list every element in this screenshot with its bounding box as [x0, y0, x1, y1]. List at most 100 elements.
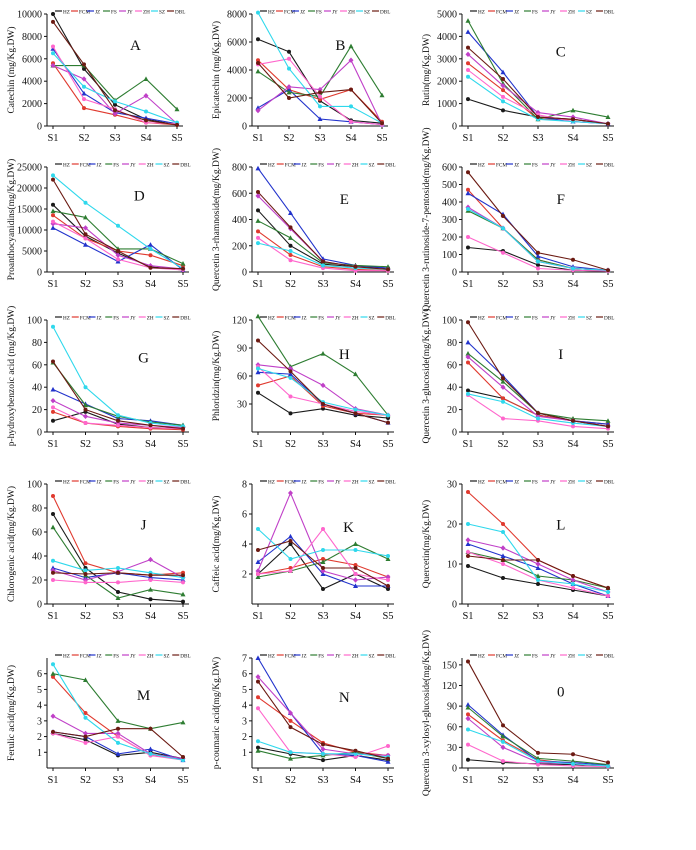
x-tick-label: S4 — [567, 611, 579, 622]
y-tick-label: 15000 — [17, 205, 42, 216]
data-point — [288, 394, 293, 399]
data-point — [255, 218, 261, 223]
data-point — [256, 229, 260, 234]
legend-label: FCM — [496, 162, 507, 168]
data-point — [500, 545, 506, 551]
legend-label: JY — [550, 653, 556, 659]
data-point — [255, 655, 261, 660]
data-point — [466, 522, 470, 526]
x-tick-label: S3 — [317, 611, 328, 622]
data-point — [51, 409, 55, 414]
data-point — [181, 755, 185, 759]
data-point — [113, 102, 117, 107]
data-point — [50, 671, 56, 676]
y-axis-label: Ferulic acid(mg/Kg.DW) — [6, 665, 17, 761]
data-point — [256, 390, 260, 395]
data-point — [256, 745, 260, 750]
y-axis-label: Quercetin 3-glucoside(mg/Kg.DW) — [421, 308, 432, 443]
data-point — [353, 748, 358, 753]
data-point — [385, 759, 391, 764]
data-point — [536, 115, 540, 120]
data-point — [148, 242, 153, 247]
data-point — [466, 742, 470, 747]
data-point — [466, 388, 470, 393]
data-point — [181, 599, 185, 604]
y-tick-label: 2 — [37, 732, 42, 743]
data-point — [255, 107, 261, 114]
y-tick-label: 600 — [442, 163, 457, 174]
data-point — [287, 96, 291, 100]
x-tick-label: S1 — [47, 611, 58, 622]
data-point — [255, 568, 261, 574]
y-axis-label: p-coumaric acid(mg/Kg.DW) — [211, 657, 222, 769]
legend-label: FS — [532, 315, 538, 321]
data-point — [320, 382, 326, 389]
data-point — [256, 383, 260, 388]
y-tick-label: 20 — [32, 576, 42, 587]
legend-label: HZ — [63, 9, 70, 15]
legend-label: JZ — [302, 479, 307, 485]
data-point — [51, 324, 55, 329]
data-point — [348, 57, 354, 63]
legend-label: HZ — [63, 315, 70, 321]
data-point — [83, 580, 88, 585]
data-point — [83, 214, 88, 220]
data-point — [321, 548, 325, 552]
legend-label: SZ — [364, 9, 370, 15]
data-point — [536, 259, 540, 264]
data-point — [83, 236, 88, 241]
data-point — [536, 558, 540, 562]
legend-label: ZH — [568, 653, 575, 659]
y-tick-label: 5 — [242, 685, 247, 696]
y-tick-label: 10 — [447, 560, 457, 571]
y-tick-label: 80 — [447, 338, 457, 349]
legend-label: HZ — [63, 162, 70, 168]
data-point — [321, 402, 325, 406]
x-tick-label: S4 — [145, 439, 157, 450]
x-tick-label: S3 — [532, 439, 543, 450]
x-tick-label: S4 — [567, 279, 579, 290]
data-point — [83, 413, 88, 420]
legend-label: JY — [335, 315, 341, 321]
y-tick-label: 4 — [242, 701, 247, 712]
data-point — [50, 524, 56, 530]
data-point — [256, 548, 260, 552]
y-tick-label: 60 — [32, 360, 42, 371]
data-point — [535, 573, 541, 578]
x-tick-label: S2 — [497, 133, 508, 144]
data-point — [81, 76, 87, 82]
data-point — [321, 751, 325, 756]
data-point — [501, 226, 505, 231]
legend-label: HZ — [63, 653, 70, 659]
legend-label: JY — [127, 9, 133, 15]
y-tick-label: 1 — [37, 748, 42, 759]
data-point — [535, 565, 541, 570]
data-point — [116, 580, 120, 585]
data-point — [466, 170, 470, 175]
data-point — [466, 360, 470, 365]
data-point — [287, 66, 291, 71]
x-tick-label: S1 — [252, 439, 263, 450]
data-point — [571, 574, 575, 578]
legend-label: JY — [130, 479, 136, 485]
data-point — [115, 595, 121, 600]
data-point — [115, 718, 121, 723]
data-point — [501, 558, 505, 562]
x-tick-label: S2 — [283, 133, 294, 144]
data-point — [50, 62, 56, 69]
data-point — [353, 541, 358, 546]
legend-label: FS — [113, 315, 119, 321]
x-tick-label: S4 — [145, 611, 157, 622]
y-tick-label: 0 — [242, 122, 247, 133]
y-tick-label: 4000 — [437, 32, 457, 43]
data-point — [83, 737, 88, 742]
panel-M: 1 2 3 4 5 6 S1 S2 S3 S4 S5 Ferulic acid(mg/Kg.DW) HZ… — [6, 653, 191, 786]
data-point — [288, 252, 293, 257]
x-tick-label: S4 — [350, 439, 362, 450]
data-point — [571, 582, 575, 586]
y-tick-label: 2000 — [227, 94, 247, 105]
legend-label: JZ — [97, 162, 102, 168]
series-line-DBL — [467, 661, 609, 764]
data-point — [288, 210, 293, 215]
legend-label: JZ — [302, 653, 307, 659]
